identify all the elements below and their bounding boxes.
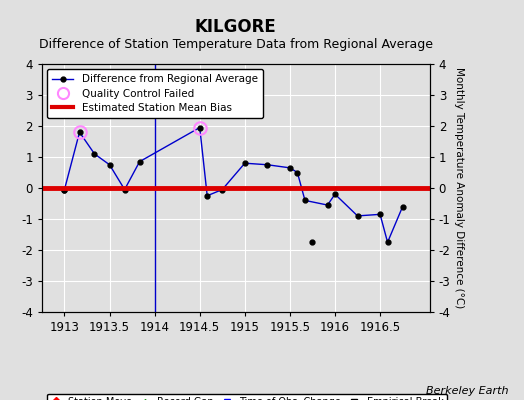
- Text: Difference of Station Temperature Data from Regional Average: Difference of Station Temperature Data f…: [39, 38, 433, 51]
- Text: Berkeley Earth: Berkeley Earth: [426, 386, 508, 396]
- Text: KILGORE: KILGORE: [195, 18, 277, 36]
- Legend: Station Move, Record Gap, Time of Obs. Change, Empirical Break: Station Move, Record Gap, Time of Obs. C…: [47, 394, 447, 400]
- Y-axis label: Monthly Temperature Anomaly Difference (°C): Monthly Temperature Anomaly Difference (…: [454, 67, 464, 309]
